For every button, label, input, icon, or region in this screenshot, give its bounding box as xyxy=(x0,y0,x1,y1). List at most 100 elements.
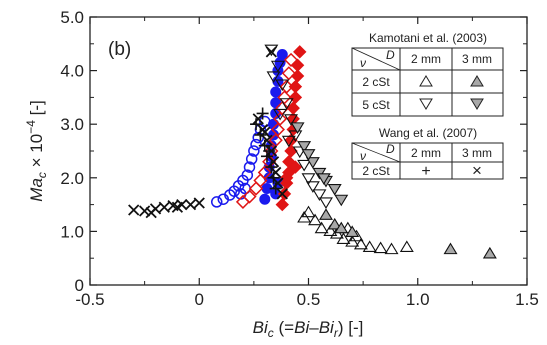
legend-wang-row-2cst: 2 cSt xyxy=(362,164,390,178)
x-tick-label: 0 xyxy=(195,290,204,309)
data-point-cross xyxy=(265,145,277,157)
data-point-blue-open-circle xyxy=(248,145,260,157)
data-point-red-filled-diamond xyxy=(290,69,305,83)
data-point-red-filled-diamond xyxy=(288,79,303,94)
data-point-red-filled-diamond xyxy=(290,58,305,72)
data-point-open-down-triangle xyxy=(305,181,320,193)
data-point-red-filled-diamond xyxy=(293,45,307,59)
data-point-open-up-triangle xyxy=(336,232,351,244)
data-point-blue-filled-circle xyxy=(259,193,271,205)
data-point-open-up-triangle xyxy=(301,205,316,218)
data-point-open-up-triangle xyxy=(399,240,414,253)
data-point-open-down-triangle xyxy=(292,146,307,159)
data-point-cross xyxy=(158,201,170,213)
legend-cross-symbol: × xyxy=(472,161,482,180)
legend-wang-col-2mm: 2 mm xyxy=(411,146,441,160)
data-point-cross xyxy=(145,207,157,219)
legend-kamotani-title: Kamotani et al. (2003) xyxy=(369,31,487,45)
data-point-red-filled-diamond xyxy=(277,187,292,201)
data-point-cross xyxy=(259,126,271,138)
data-point-plus xyxy=(263,145,276,157)
data-point-filled-up-triangle xyxy=(345,225,360,238)
data-point-blue-filled-circle xyxy=(270,86,282,98)
data-point-cross xyxy=(171,201,184,213)
data-point-red-open-diamond xyxy=(273,111,288,126)
data-point-open-up-triangle xyxy=(362,240,377,253)
legend-triangle-down-filled xyxy=(470,98,484,110)
data-point-red-open-diamond xyxy=(270,122,285,137)
data-point-open-down-triangle xyxy=(279,98,294,110)
data-point-cross xyxy=(184,198,197,211)
data-point-open-down-triangle xyxy=(266,71,281,84)
data-point-filled-up-triangle xyxy=(327,217,342,230)
data-point-filled-down-triangle xyxy=(327,183,342,196)
legend-wang: Wang et al. (2007) ν D 2 mm 3 mm 2 cSt +… xyxy=(351,123,504,181)
legend-d-symbol: D xyxy=(386,48,395,62)
data-point-red-open-diamond xyxy=(279,79,294,94)
data-point-open-up-triangle xyxy=(373,241,388,254)
legend-wang-col-3mm: 3 mm xyxy=(462,146,492,160)
x-tick-label: -0.5 xyxy=(75,290,104,309)
data-point-cross xyxy=(276,188,288,200)
data-point-red-open-diamond xyxy=(257,165,272,180)
data-point-red-open-diamond xyxy=(277,90,292,105)
data-point-red-filled-diamond xyxy=(275,197,289,212)
legend-row-2cst: 2 cSt xyxy=(362,75,390,89)
data-point-cross xyxy=(267,156,280,168)
data-point-open-up-triangle xyxy=(384,242,399,255)
data-point-red-filled-diamond xyxy=(288,90,303,105)
legend-wang-d-symbol: D xyxy=(386,142,395,156)
data-point-open-up-triangle xyxy=(314,221,329,234)
legend-triangle-up-filled xyxy=(470,75,484,87)
legend-row-5cst: 5 cSt xyxy=(362,98,390,112)
data-point-open-down-triangle xyxy=(270,60,285,73)
data-point-open-down-triangle xyxy=(312,189,327,201)
data-point-red-filled-diamond xyxy=(288,160,303,174)
x-tick-label: 1.0 xyxy=(406,290,430,309)
data-point-filled-down-triangle xyxy=(290,122,305,134)
data-point-blue-open-circle xyxy=(250,138,262,151)
data-point-filled-up-triangle xyxy=(334,221,349,234)
y-tick-label: 5.0 xyxy=(60,8,84,27)
y-tick-label: 3.0 xyxy=(60,115,84,134)
legend-col-3mm: 3 mm xyxy=(462,52,492,66)
data-point-cross xyxy=(252,113,264,125)
y-tick-label: 2.0 xyxy=(60,169,84,188)
data-point-blue-filled-circle xyxy=(276,49,288,61)
data-point-filled-down-triangle xyxy=(316,173,331,185)
data-point-filled-down-triangle xyxy=(305,157,320,169)
data-point-cross xyxy=(138,205,151,217)
data-point-red-filled-diamond xyxy=(286,101,300,115)
data-point-filled-up-triangle xyxy=(443,242,458,255)
y-tick-label: 4.0 xyxy=(60,62,84,81)
data-point-open-up-triangle xyxy=(353,237,368,250)
panel-label: (b) xyxy=(108,39,131,60)
legend-nu-symbol: ν xyxy=(360,56,366,70)
tick-marks: -0.5 0 0.5 1.0 1.501.02.03.04.05.0 xyxy=(60,8,538,309)
data-point-red-open-diamond xyxy=(281,66,296,81)
data-point-cross xyxy=(128,204,140,216)
data-points xyxy=(128,44,497,259)
data-point-red-open-diamond xyxy=(283,52,299,67)
data-point-filled-down-triangle xyxy=(301,149,316,161)
legend-kamotani: Kamotani et al. (2003) ν D 2 mm 3 mm 2 c… xyxy=(351,30,504,121)
legend-col-2mm: 2 mm xyxy=(411,52,441,66)
legend-plus-symbol: + xyxy=(421,163,430,180)
data-point-open-down-triangle xyxy=(273,108,288,121)
data-point-cross xyxy=(272,177,284,189)
x-tick-label: 0.5 xyxy=(297,290,321,309)
data-point-cross xyxy=(270,166,282,179)
data-point-open-down-triangle xyxy=(275,79,290,92)
y-tick-label: 0 xyxy=(75,276,84,295)
data-point-open-down-triangle xyxy=(281,135,296,148)
data-point-open-down-triangle xyxy=(301,173,316,185)
data-point-blue-open-circle xyxy=(210,196,223,208)
x-axis-label: Bic (=Bi–Bir) [-] xyxy=(253,318,364,340)
data-point-filled-down-triangle xyxy=(297,141,312,153)
legend-wang-title: Wang et al. (2007) xyxy=(379,126,477,140)
x-tick-label: 1.5 xyxy=(515,290,539,309)
legend-triangle-up-open xyxy=(419,75,433,87)
data-point-filled-up-triangle xyxy=(319,208,333,220)
data-point-blue-filled-circle xyxy=(270,97,282,109)
